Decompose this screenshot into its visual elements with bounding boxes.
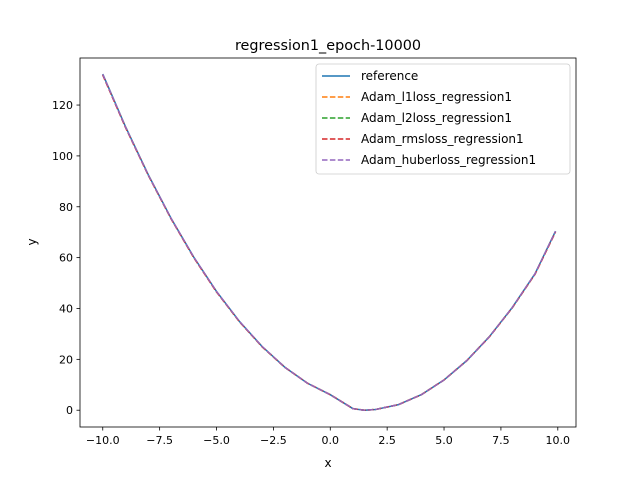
legend-label-1: Adam_l1loss_regression1 <box>361 90 512 104</box>
legend-label-3: Adam_rmsloss_regression1 <box>361 132 524 146</box>
x-axis-label: x <box>324 456 331 470</box>
x-tick-label: 7.5 <box>492 434 510 447</box>
y-axis-ticks: 0 20 40 60 80 100 120 <box>52 99 80 417</box>
legend-label-4: Adam_huberloss_regression1 <box>361 153 536 167</box>
y-tick-label: 80 <box>59 201 73 214</box>
x-tick-label: 10.0 <box>546 434 571 447</box>
axes-frame <box>79 57 577 428</box>
y-tick-label: 20 <box>59 353 73 366</box>
legend-label-2: Adam_l2loss_regression1 <box>361 111 512 125</box>
x-tick-label: 5.0 <box>435 434 453 447</box>
y-tick-label: 120 <box>52 99 73 112</box>
y-tick-label: 40 <box>59 302 73 315</box>
x-tick-label: 0.0 <box>322 434 340 447</box>
x-tick-label: 2.5 <box>378 434 396 447</box>
y-tick-label: 0 <box>66 404 73 417</box>
legend-label-0: reference <box>361 69 418 83</box>
x-tick-label: −5.0 <box>203 434 230 447</box>
y-tick-label: 100 <box>52 150 73 163</box>
plot-area <box>79 57 577 428</box>
series-line-4 <box>102 73 557 411</box>
y-tick-label: 60 <box>59 252 73 265</box>
legend-box <box>315 63 571 175</box>
x-tick-label: −2.5 <box>260 434 287 447</box>
x-tick-label: −10.0 <box>86 434 120 447</box>
x-tick-label: −7.5 <box>146 434 173 447</box>
y-axis-label: y <box>25 238 39 245</box>
legend: reference Adam_l1loss_regression1 Adam_l2l… <box>315 63 571 175</box>
chart-title: regression1_epoch-10000 <box>235 38 421 54</box>
x-axis-ticks: −10.0 −7.5 −5.0 −2.5 0.0 2.5 5.0 7.5 10.0 <box>86 427 570 447</box>
